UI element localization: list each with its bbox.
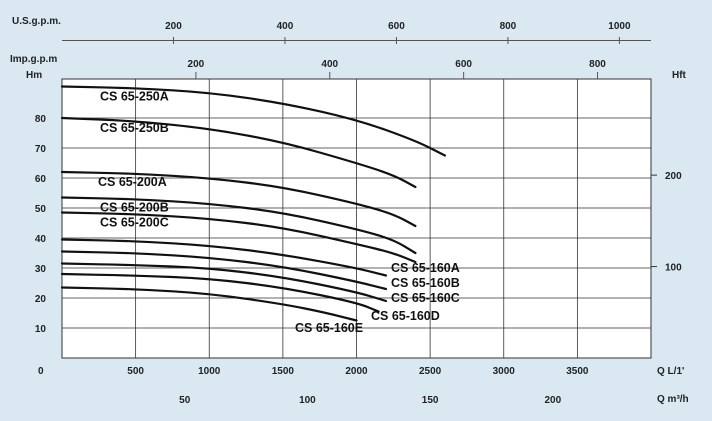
curve-label: CS 65-160D (371, 309, 440, 323)
curve-label: CS 65-160C (391, 291, 460, 305)
bottom1-tick-label: 2500 (419, 366, 442, 377)
right-tick-label: 100 (665, 263, 682, 274)
performance-curve (60, 170, 417, 228)
top1-tick-label: 600 (388, 21, 405, 32)
curve-label: CS 65-160E (295, 321, 363, 335)
top1-tick-label: 1000 (608, 21, 631, 32)
curve-label: CS 65-200C (100, 216, 169, 230)
curve-label: CS 65-250B (100, 121, 169, 135)
bottom2-tick-label: 100 (299, 395, 316, 406)
top2-tick-label: 600 (455, 59, 472, 70)
curve-label: CS 65-160B (391, 276, 460, 290)
performance-curve (60, 211, 417, 264)
curves-group (60, 85, 446, 322)
bottom1-tick-label: 1500 (272, 366, 295, 377)
performance-curve (60, 196, 417, 255)
curve-label: CS 65-250A (100, 90, 169, 104)
top1-axis-label: U.S.g.p.m. (12, 16, 61, 27)
top2-tick-label: 400 (321, 59, 338, 70)
curve-labels-group: CS 65-250A CS 65-250B CS 65-200A CS 65-200B… (98, 90, 460, 336)
bottom1-tick-label: 2000 (345, 366, 368, 377)
bottom2-axis-label: Q m³/h (657, 394, 689, 405)
top2-tick-label: 800 (589, 59, 606, 70)
curve-label: CS 65-200B (100, 201, 169, 215)
bottom2-tick-label: 200 (544, 395, 561, 406)
left-tick-label: 60 (35, 174, 47, 185)
bottom1-tick-label: 1000 (198, 366, 221, 377)
bottom1-axis-label: Q L/1' (657, 366, 684, 377)
bottom1-tick-label: 3000 (493, 366, 516, 377)
left-tick-label: 40 (35, 234, 47, 245)
left-tick-label: 20 (35, 294, 47, 305)
performance-curve (60, 286, 358, 322)
bottom2-tick-label: 150 (422, 395, 439, 406)
left-tick-label: 70 (35, 144, 47, 155)
left-axis-zero: 0 (38, 366, 44, 377)
top1-tick-label: 400 (277, 21, 294, 32)
top2-tick-label: 200 (188, 59, 205, 70)
top2-axis-label: Imp.g.p.m (10, 54, 57, 65)
right-tick-label: 200 (665, 171, 682, 182)
top1-tick-label: 800 (500, 21, 517, 32)
bottom2-tick-label: 50 (179, 395, 191, 406)
left-axis-label: Hm (26, 70, 42, 81)
performance-curve (60, 250, 388, 291)
top1-tick-label: 200 (165, 21, 182, 32)
performance-curve (60, 116, 417, 189)
left-tick-label: 80 (35, 114, 47, 125)
performance-curve (60, 85, 446, 157)
performance-curve (60, 272, 380, 313)
performance-curve (60, 238, 388, 277)
performance-curve (60, 262, 388, 303)
left-tick-label: 30 (35, 264, 47, 275)
left-tick-label: 10 (35, 324, 47, 335)
bottom1-tick-label: 3500 (566, 366, 589, 377)
grid-lines (62, 79, 651, 358)
curve-label: CS 65-160A (391, 261, 460, 275)
bottom1-tick-label: 500 (127, 366, 144, 377)
right-axis-label: Hft (672, 70, 687, 81)
curve-label: CS 65-200A (98, 175, 167, 189)
left-tick-label: 50 (35, 204, 47, 215)
